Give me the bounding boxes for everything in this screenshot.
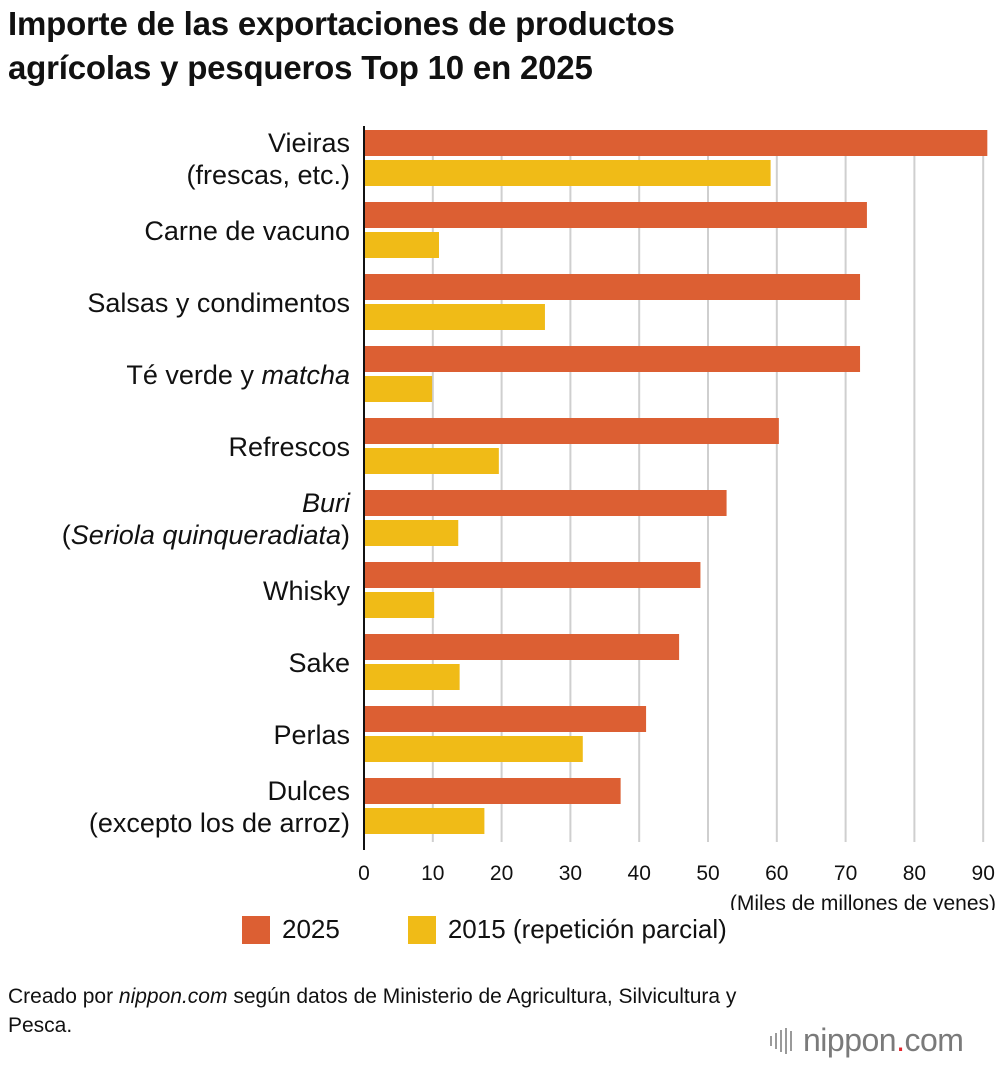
legend-label-2025: 2025 <box>282 914 340 944</box>
x-tick-label: 80 <box>903 862 926 885</box>
logo-tld: com <box>904 1022 964 1058</box>
bar-2025 <box>364 346 861 372</box>
bar-2015 <box>364 448 499 474</box>
category-label: Salsas y condimentos <box>87 288 350 318</box>
logo-mark-icon <box>770 1027 795 1054</box>
x-tick-label: 20 <box>490 862 513 885</box>
bar-2025 <box>364 274 861 300</box>
title-line-1: Importe de las exportaciones de producto… <box>8 5 675 42</box>
bar-2025 <box>364 202 867 228</box>
bar-2025 <box>364 778 621 804</box>
bar-2025 <box>364 130 988 156</box>
category-label: Perlas <box>273 720 350 750</box>
category-label: (Seriola quinqueradiata) <box>62 520 350 550</box>
bar-2015 <box>364 160 771 186</box>
x-tick-label: 50 <box>696 862 719 885</box>
bar-2025 <box>364 490 727 516</box>
x-tick-label: 0 <box>358 862 370 885</box>
bar-2015 <box>364 520 459 546</box>
category-label: (frescas, etc.) <box>186 160 350 190</box>
x-tick-label: 30 <box>559 862 582 885</box>
category-label: Whisky <box>263 576 350 606</box>
category-label: Té verde y matcha <box>126 360 350 390</box>
x-tick-label: 10 <box>421 862 444 885</box>
bar-2015 <box>364 592 435 618</box>
bar-2015 <box>364 304 545 330</box>
category-label: Sake <box>288 648 350 678</box>
logo-dot: . <box>896 1022 905 1058</box>
x-tick-label: 90 <box>972 862 995 885</box>
logo-name: nippon <box>803 1022 897 1058</box>
chart-title: Importe de las exportaciones de producto… <box>8 2 988 90</box>
bar-2025 <box>364 562 701 588</box>
category-label: (excepto los de arroz) <box>89 808 350 838</box>
category-label: Refrescos <box>228 432 350 462</box>
nippon-logo: nippon. com <box>770 1022 964 1059</box>
legend-item-2025: 2025 <box>242 914 340 945</box>
bar-2015 <box>364 232 439 258</box>
source-site: nippon.com <box>118 985 228 1008</box>
bar-2025 <box>364 706 647 732</box>
x-tick-label: 60 <box>765 862 788 885</box>
bar-2025 <box>364 634 680 660</box>
x-tick-label: 70 <box>834 862 857 885</box>
legend-item-2015: 2015 (repetición parcial) <box>407 914 727 945</box>
category-label: Dulces <box>267 776 350 806</box>
bar-2025 <box>364 418 779 444</box>
bar-chart: Vieiras(frescas, etc.) Carne de vacuno Sal… <box>62 126 996 910</box>
bar-2015 <box>364 376 433 402</box>
category-label: Vieiras <box>268 128 350 158</box>
bar-2015 <box>364 736 583 762</box>
legend-swatch-2025 <box>242 915 270 944</box>
legend-swatch-2015 <box>407 915 436 944</box>
x-axis-unit-label: (Miles de millones de yenes) <box>730 892 996 910</box>
bar-2015 <box>364 808 485 834</box>
title-line-2: agrícolas y pesqueros Top 10 en 2025 <box>8 49 593 86</box>
source-note: Creado por nippon.com según datos de Min… <box>8 982 768 1040</box>
category-label: Carne de vacuno <box>144 216 350 246</box>
bar-2015 <box>364 664 460 690</box>
legend-label-2015: 2015 (repetición parcial) <box>447 914 727 944</box>
category-label: Buri <box>302 488 351 518</box>
x-tick-label: 40 <box>628 862 651 885</box>
legend: 2025 2015 (repetición parcial) <box>242 914 795 945</box>
source-prefix: Creado por <box>8 985 119 1008</box>
source-suffix: según datos de Ministerio de Agricultura… <box>8 985 737 1037</box>
